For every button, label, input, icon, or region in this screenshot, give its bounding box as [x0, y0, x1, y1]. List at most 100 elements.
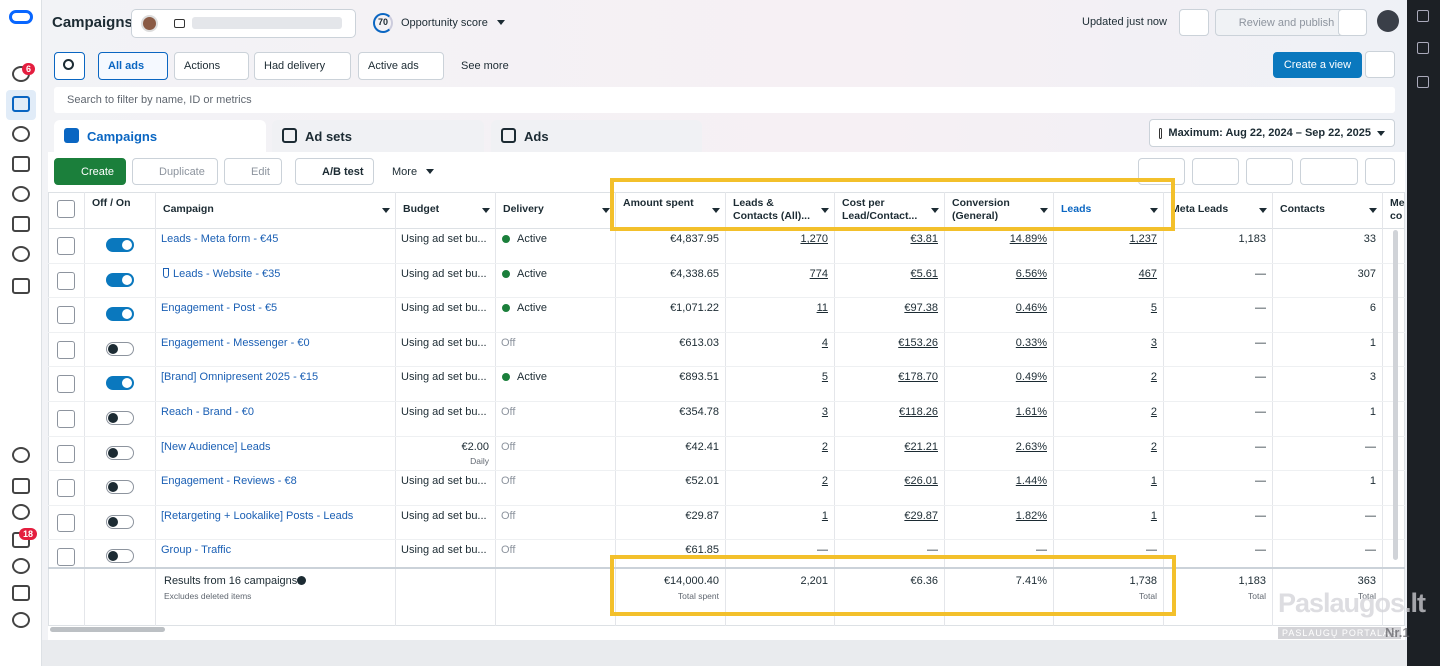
view-option-button[interactable] [1365, 158, 1395, 185]
nav-icon[interactable] [12, 96, 30, 112]
cost-per-cell[interactable]: €26.01 [904, 475, 938, 488]
conversion-cell[interactable]: 0.46% [1015, 302, 1047, 315]
nav-icon[interactable] [12, 585, 30, 601]
tab[interactable]: Ads [491, 120, 702, 154]
leads-contacts-cell[interactable]: 11 [816, 302, 828, 315]
column-header[interactable]: Meta Leads [1171, 203, 1229, 215]
campaign-name[interactable]: Engagement - Messenger - €0 [161, 336, 310, 349]
view-option-button[interactable] [1300, 158, 1358, 185]
actions-filter[interactable]: Actions [174, 52, 249, 80]
leads-contacts-cell[interactable]: 774 [809, 267, 828, 280]
row-checkbox[interactable] [57, 410, 75, 428]
leads-contacts-cell[interactable]: 3 [821, 406, 828, 418]
nav-icon[interactable] [12, 447, 30, 463]
cost-per-cell[interactable]: €153.26 [898, 336, 938, 349]
more-actions-button[interactable]: More [383, 158, 443, 185]
column-header[interactable]: Campaign [163, 203, 214, 215]
cost-per-cell[interactable]: €178.70 [898, 371, 938, 384]
tab[interactable]: Campaigns [54, 120, 266, 154]
see-more-filter[interactable]: See more [452, 52, 532, 80]
nav-icon[interactable] [12, 478, 30, 494]
campaign-name[interactable]: [Brand] Omnipresent 2025 - €15 [161, 371, 319, 384]
leads-contacts-cell[interactable]: 2 [821, 440, 828, 453]
column-header[interactable]: Leads [1061, 203, 1092, 215]
leads-cell[interactable]: 467 [1138, 267, 1157, 280]
row-checkbox[interactable] [57, 306, 75, 325]
column-header[interactable]: Cost per Lead/Contact... [842, 197, 918, 222]
right-icon[interactable] [1417, 10, 1429, 22]
nav-icon[interactable] [12, 216, 30, 232]
had-delivery-filter[interactable]: Had delivery [254, 52, 351, 80]
leads-contacts-cell[interactable]: 5 [821, 371, 828, 384]
column-header[interactable]: Amount spent [623, 197, 694, 209]
cost-per-cell[interactable]: €3.81 [910, 233, 938, 245]
leads-cell[interactable]: 1 [1150, 475, 1157, 488]
nav-icon[interactable] [12, 558, 30, 574]
leads-cell[interactable]: 3 [1150, 336, 1157, 349]
more-button[interactable] [1338, 9, 1367, 36]
active-ads-filter[interactable]: Active ads [358, 52, 444, 80]
conversion-cell[interactable]: 0.49% [1015, 371, 1047, 384]
edit-button[interactable]: Edit [224, 158, 282, 185]
conversion-cell[interactable]: 1.82% [1015, 509, 1047, 522]
toggle[interactable] [106, 307, 134, 322]
leads-contacts-cell[interactable]: 1,270 [800, 233, 828, 245]
column-header[interactable]: Off / On [92, 197, 131, 209]
view-settings-button[interactable] [1365, 51, 1395, 78]
header-checkbox[interactable] [57, 200, 75, 218]
column-header[interactable]: Contacts [1280, 203, 1325, 215]
column-header[interactable]: Delivery [503, 203, 544, 215]
row-checkbox[interactable] [57, 479, 75, 498]
duplicate-button[interactable]: Duplicate [132, 158, 218, 185]
toggle[interactable] [106, 238, 134, 252]
row-checkbox[interactable] [57, 444, 75, 463]
leads-contacts-cell[interactable]: 1 [821, 509, 828, 522]
campaign-name[interactable]: Group - Traffic [161, 544, 232, 557]
nav-icon[interactable] [12, 156, 30, 172]
conversion-cell[interactable]: 0.33% [1015, 336, 1047, 349]
nav-icon[interactable] [12, 278, 30, 294]
cost-per-cell[interactable]: €29.87 [904, 509, 938, 522]
campaign-name[interactable]: Leads - Meta form - €45 [161, 233, 279, 245]
ab-test-button[interactable]: A/B test [295, 158, 374, 185]
nav-icon[interactable] [12, 612, 30, 628]
right-icon[interactable] [1417, 42, 1429, 54]
toggle[interactable] [106, 514, 134, 529]
right-icon[interactable] [1417, 76, 1429, 88]
create-view-button[interactable]: Create a view [1273, 52, 1362, 78]
leads-cell[interactable]: 1,237 [1129, 233, 1157, 245]
row-checkbox[interactable] [57, 237, 75, 255]
leads-contacts-cell[interactable]: 2 [821, 475, 828, 488]
publish-button[interactable]: Review and publish [1215, 9, 1358, 36]
leads-cell[interactable]: 2 [1150, 406, 1157, 418]
leads-cell[interactable]: 2 [1150, 371, 1157, 384]
create-button[interactable]: Create [54, 158, 126, 185]
campaign-name[interactable]: Engagement - Reviews - €8 [161, 475, 297, 488]
nav-icon[interactable] [12, 504, 30, 520]
campaign-name[interactable]: Engagement - Post - €5 [161, 302, 278, 315]
date-range[interactable]: Maximum: Aug 22, 2024 – Sep 22, 2025 [1149, 119, 1395, 147]
campaign-name[interactable]: [Retargeting + Lookalike] Posts - Leads [161, 509, 354, 522]
cost-per-cell[interactable]: €5.61 [910, 267, 938, 280]
view-option-button[interactable] [1192, 158, 1239, 185]
toggle[interactable] [106, 445, 134, 460]
conversion-cell[interactable]: 2.63% [1015, 440, 1047, 453]
toggle[interactable] [106, 549, 134, 564]
row-checkbox[interactable] [57, 513, 75, 532]
conversion-cell[interactable]: 14.89% [1009, 233, 1047, 245]
nav-icon[interactable] [12, 126, 30, 142]
campaign-name[interactable]: Leads - Website - €35 [173, 267, 281, 280]
campaign-name[interactable]: Reach - Brand - €0 [161, 406, 254, 418]
toggle[interactable] [106, 376, 134, 391]
cost-per-cell[interactable]: €97.38 [904, 302, 938, 315]
toggle[interactable] [106, 341, 134, 356]
row-checkbox[interactable] [57, 271, 75, 290]
leads-cell[interactable]: 2 [1150, 440, 1157, 453]
cost-per-cell[interactable]: €118.26 [899, 406, 938, 418]
cost-per-cell[interactable]: €21.21 [904, 440, 938, 453]
toggle[interactable] [106, 411, 134, 425]
refresh-button[interactable] [1179, 9, 1209, 36]
row-checkbox[interactable] [57, 340, 75, 359]
leads-cell[interactable]: 1 [1150, 509, 1157, 522]
conversion-cell[interactable]: 1.44% [1015, 475, 1047, 488]
